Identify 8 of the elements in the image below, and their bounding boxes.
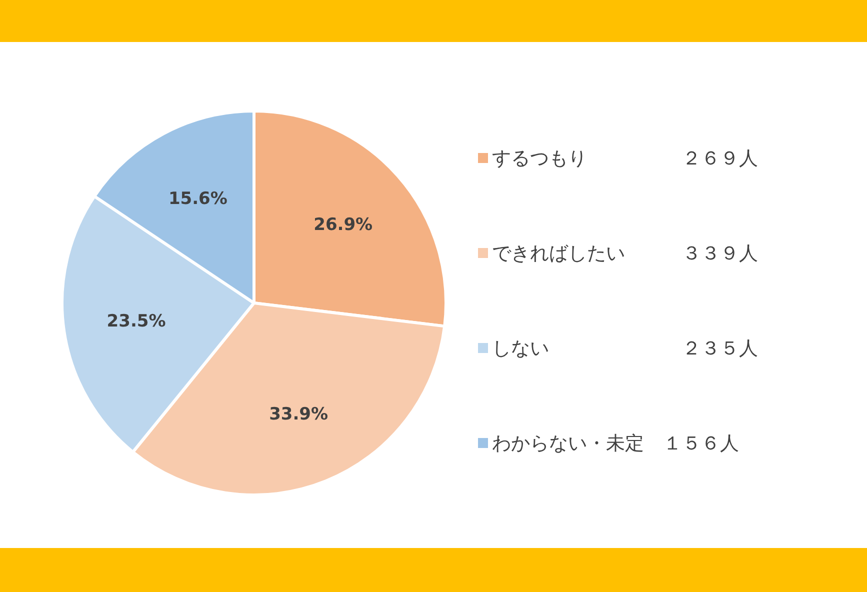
data-label: 23.5% xyxy=(106,312,166,332)
data-label: 33.9% xyxy=(269,404,328,424)
legend-label: するつもり ２６９人 xyxy=(492,148,758,170)
data-label: 15.6% xyxy=(168,188,228,209)
legend-label: わからない・未定 １５６人 xyxy=(492,432,739,455)
legend-label: しない ２３５人 xyxy=(492,338,758,360)
data-label: 26.9% xyxy=(314,215,373,236)
legend-label: できればしたい ３３９人 xyxy=(492,242,758,265)
